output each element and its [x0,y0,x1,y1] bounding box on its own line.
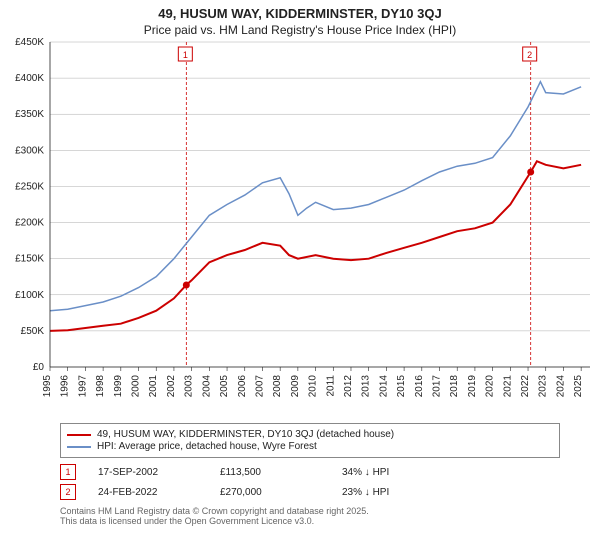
event-date-2: 24-FEB-2022 [98,487,198,498]
svg-text:£400K: £400K [15,73,44,84]
svg-text:£450K: £450K [15,37,44,48]
svg-text:2000: 2000 [131,375,142,398]
svg-text:2024: 2024 [555,375,566,398]
svg-text:1995: 1995 [42,375,53,398]
event-price-2: £270,000 [220,487,320,498]
svg-text:2020: 2020 [485,375,496,398]
svg-text:2001: 2001 [148,375,159,398]
svg-text:1998: 1998 [95,375,106,398]
svg-text:2013: 2013 [361,375,372,398]
title-line1: 49, HUSUM WAY, KIDDERMINSTER, DY10 3QJ [0,6,600,21]
footnote-line1: Contains HM Land Registry data © Crown c… [60,506,560,516]
event-row-2: 2 24-FEB-2022 £270,000 23% ↓ HPI [60,482,560,502]
svg-text:2022: 2022 [520,375,531,398]
svg-text:2019: 2019 [467,375,478,398]
event-row-1: 1 17-SEP-2002 £113,500 34% ↓ HPI [60,462,560,482]
svg-text:1997: 1997 [77,375,88,398]
event-badge-2: 2 [60,484,76,500]
svg-text:2003: 2003 [184,375,195,398]
svg-text:2014: 2014 [378,375,389,398]
event-delta-2: 23% ↓ HPI [342,487,442,498]
event-table: 1 17-SEP-2002 £113,500 34% ↓ HPI 2 24-FE… [60,462,560,502]
svg-text:£300K: £300K [15,145,44,156]
svg-text:2004: 2004 [201,375,212,398]
svg-text:2010: 2010 [308,375,319,398]
chart-legend: 49, HUSUM WAY, KIDDERMINSTER, DY10 3QJ (… [60,423,560,458]
svg-text:1999: 1999 [113,375,124,398]
price-chart: £0 £50K £100K £150K £200K £250K £300K £350K £400… [0,37,600,417]
svg-text:£250K: £250K [15,181,44,192]
legend-label-1: 49, HUSUM WAY, KIDDERMINSTER, DY10 3QJ (… [97,429,394,440]
svg-text:2015: 2015 [396,375,407,398]
svg-text:2007: 2007 [254,375,265,398]
svg-text:2021: 2021 [502,375,513,398]
svg-text:2018: 2018 [449,375,460,398]
svg-text:2017: 2017 [432,375,443,398]
svg-text:2008: 2008 [272,375,283,398]
svg-text:2023: 2023 [538,375,549,398]
event-badge-1: 1 [60,464,76,480]
svg-text:2011: 2011 [325,375,336,397]
svg-text:2025: 2025 [573,375,584,398]
footnote-line2: This data is licensed under the Open Gov… [60,516,560,526]
svg-text:2005: 2005 [219,375,230,398]
event-date-1: 17-SEP-2002 [98,467,198,478]
svg-text:2012: 2012 [343,375,354,398]
svg-text:2016: 2016 [414,375,425,398]
svg-text:£200K: £200K [15,218,44,229]
svg-text:2: 2 [527,50,532,60]
legend-swatch-1 [67,434,91,436]
legend-swatch-2 [67,446,91,448]
legend-label-2: HPI: Average price, detached house, Wyre… [97,441,317,452]
svg-text:£350K: £350K [15,109,44,120]
title-line2: Price paid vs. HM Land Registry's House … [0,23,600,37]
event-delta-1: 34% ↓ HPI [342,467,442,478]
legend-row-2: HPI: Average price, detached house, Wyre… [67,441,553,452]
svg-text:1: 1 [183,50,188,60]
event-price-1: £113,500 [220,467,320,478]
svg-text:2006: 2006 [237,375,248,398]
svg-text:£0: £0 [33,362,45,373]
svg-text:1996: 1996 [60,375,71,398]
svg-text:2002: 2002 [166,375,177,398]
svg-text:£100K: £100K [15,290,44,301]
svg-text:£50K: £50K [21,326,45,337]
footnote: Contains HM Land Registry data © Crown c… [60,506,560,526]
svg-text:2009: 2009 [290,375,301,398]
svg-text:£150K: £150K [15,254,44,265]
legend-row-1: 49, HUSUM WAY, KIDDERMINSTER, DY10 3QJ (… [67,429,553,440]
chart-title-block: 49, HUSUM WAY, KIDDERMINSTER, DY10 3QJ P… [0,0,600,37]
chart-container: £0 £50K £100K £150K £200K £250K £300K £350K £400… [0,37,600,417]
